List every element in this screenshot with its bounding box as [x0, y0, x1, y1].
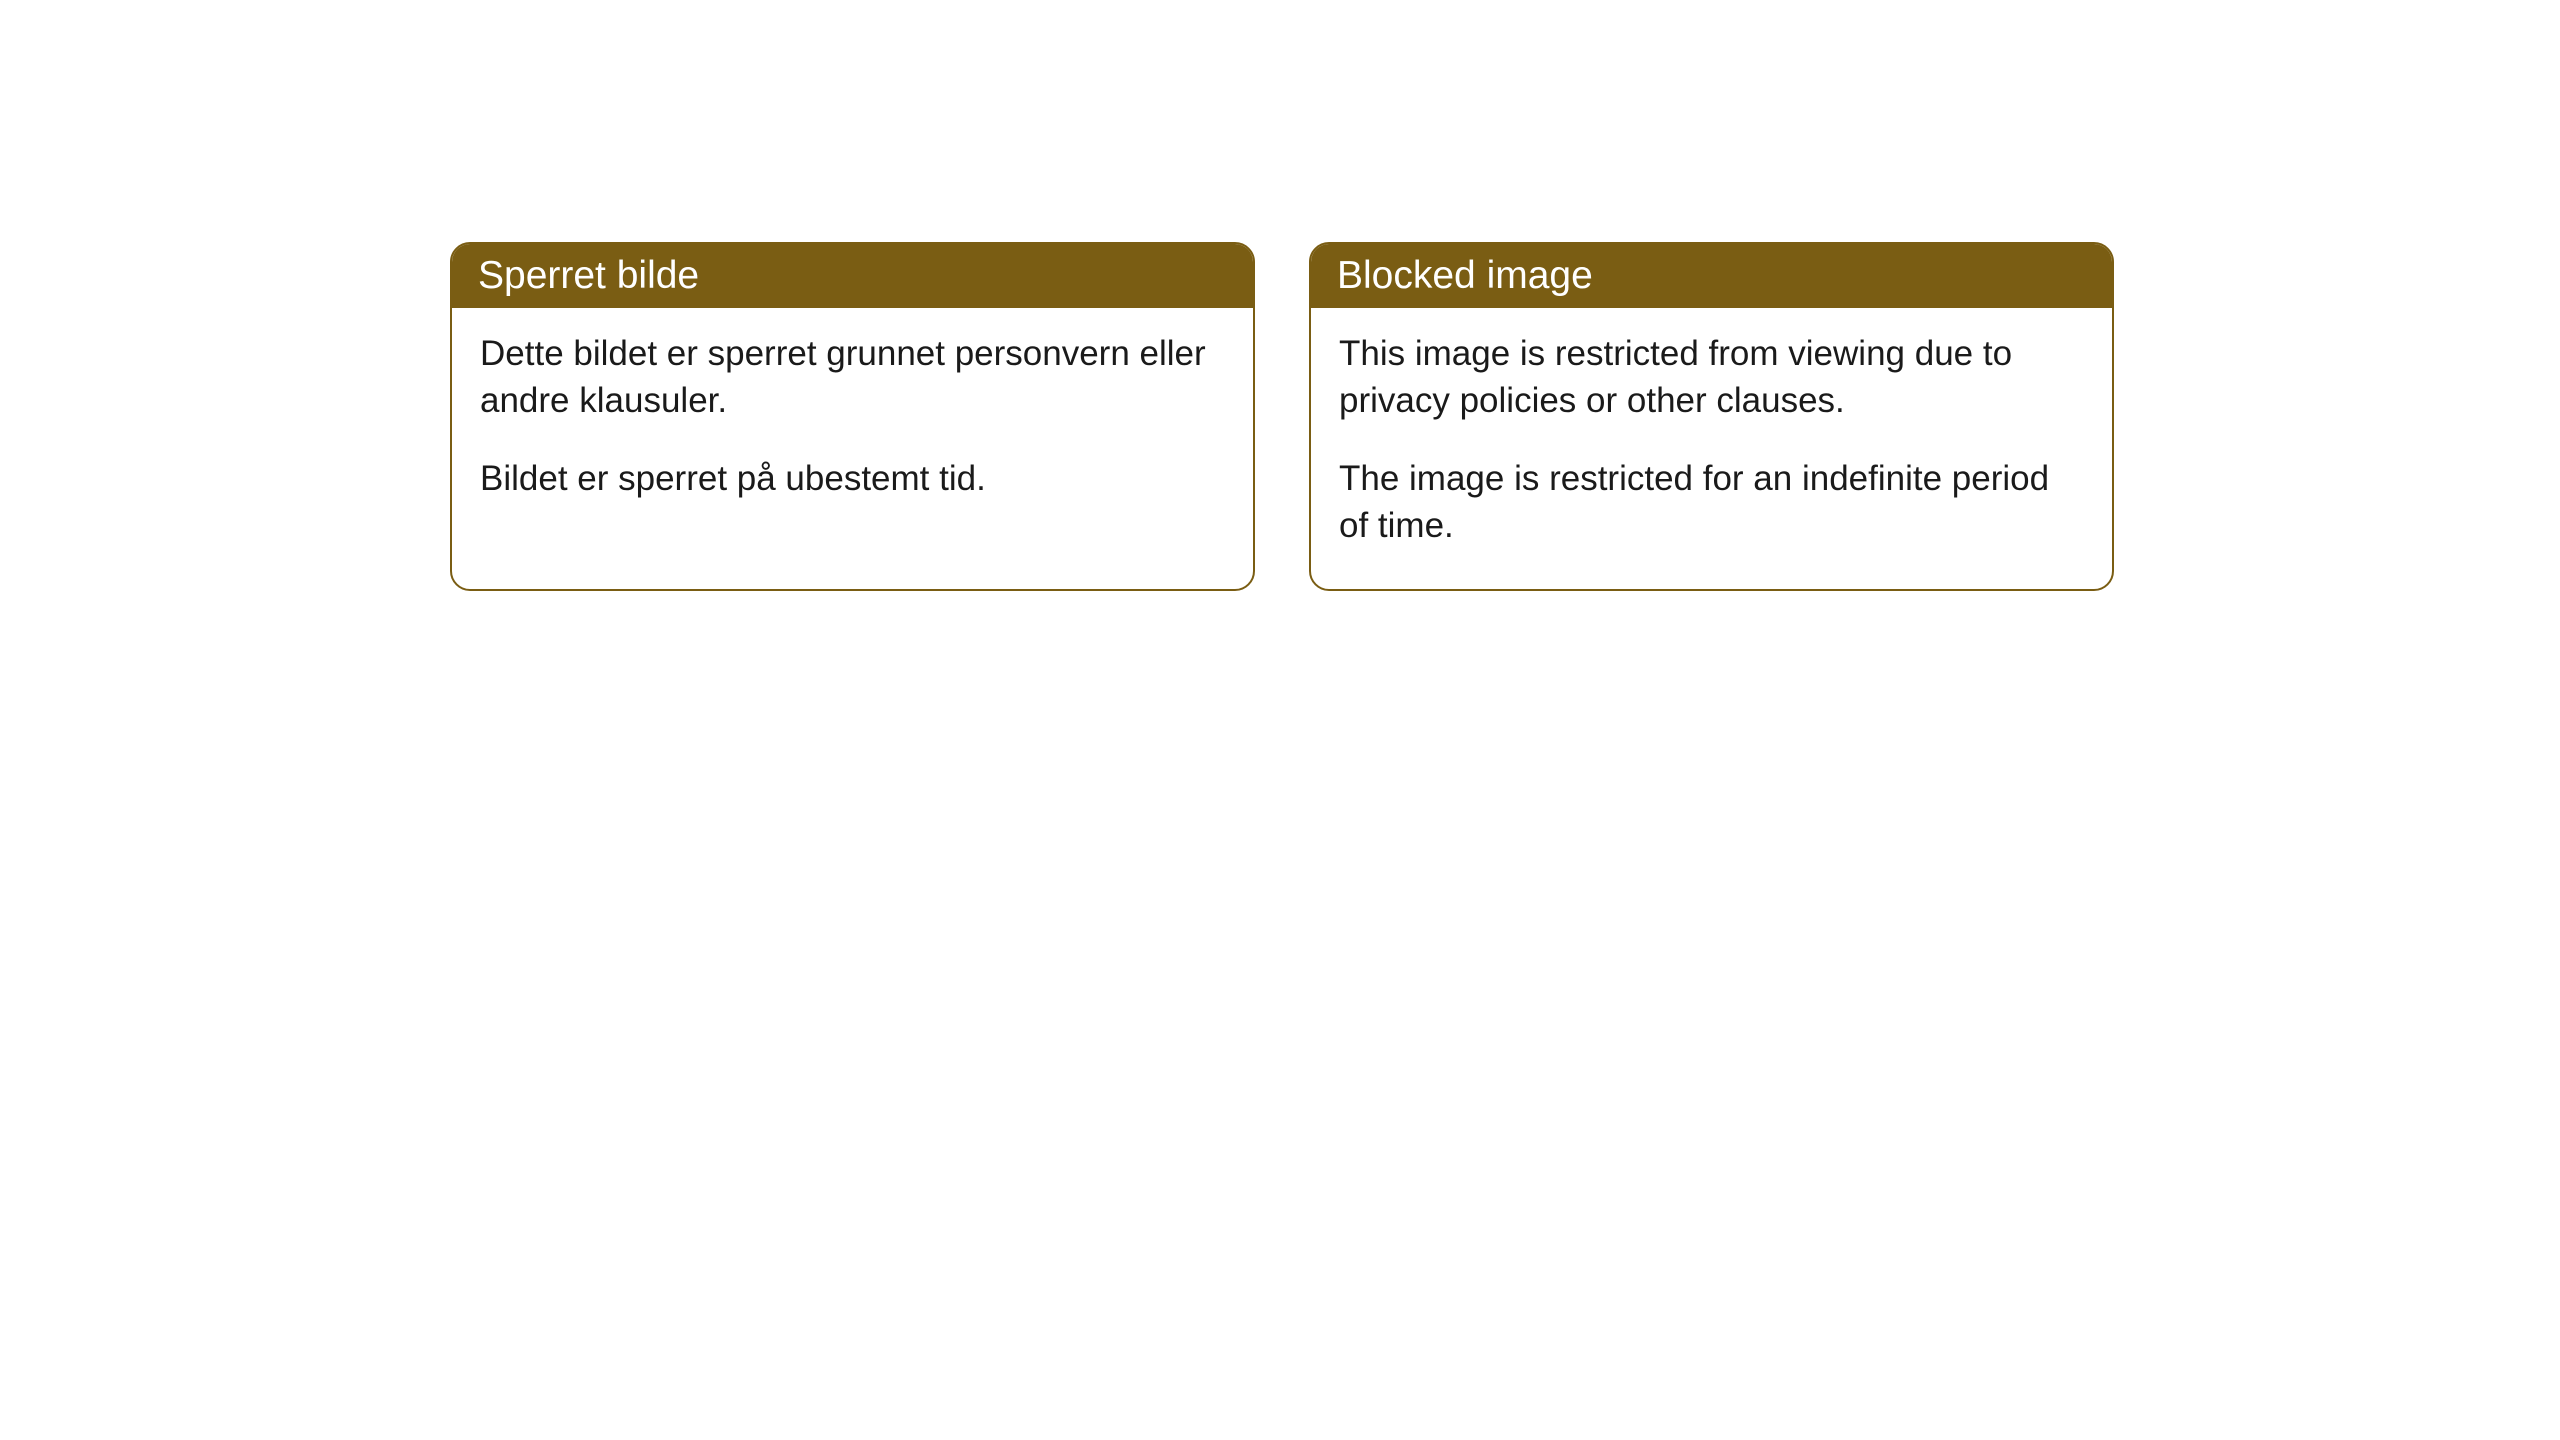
- card-title-norwegian: Sperret bilde: [478, 254, 699, 297]
- card-header-english: Blocked image: [1311, 244, 2112, 308]
- card-paragraph2-norwegian: Bildet er sperret på ubestemt tid.: [480, 455, 1225, 502]
- cards-container: Sperret bilde Dette bildet er sperret gr…: [450, 242, 2114, 591]
- card-paragraph1-norwegian: Dette bildet er sperret grunnet personve…: [480, 330, 1225, 425]
- card-paragraph2-english: The image is restricted for an indefinit…: [1339, 455, 2084, 550]
- card-title-english: Blocked image: [1337, 254, 1593, 297]
- card-norwegian: Sperret bilde Dette bildet er sperret gr…: [450, 242, 1255, 591]
- card-paragraph1-english: This image is restricted from viewing du…: [1339, 330, 2084, 425]
- card-body-english: This image is restricted from viewing du…: [1311, 308, 2112, 589]
- card-body-norwegian: Dette bildet er sperret grunnet personve…: [452, 308, 1253, 542]
- card-english: Blocked image This image is restricted f…: [1309, 242, 2114, 591]
- card-header-norwegian: Sperret bilde: [452, 244, 1253, 308]
